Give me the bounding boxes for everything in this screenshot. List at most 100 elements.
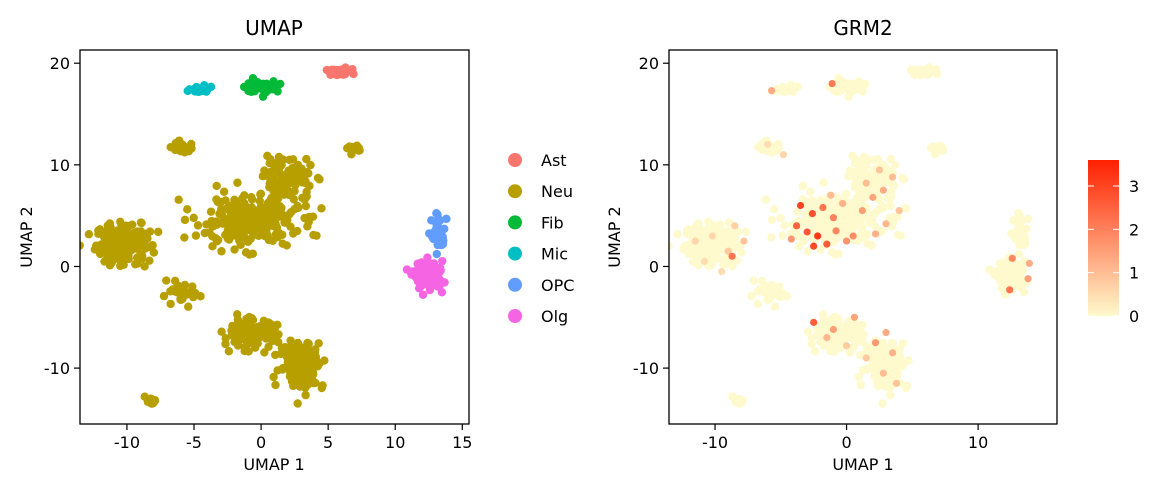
cell-point-neu [233,178,242,187]
cell-point-expressing [823,240,831,248]
cell-point-neu [306,160,315,170]
cell-point-expressing [814,232,822,240]
cell-point-neu [301,373,310,382]
cell-point-unexpressed [842,189,851,198]
cell-point-unexpressed [724,227,733,236]
cell-point-unexpressed [732,242,742,252]
cell-point-neu [200,228,209,238]
cell-point-neu [132,253,142,262]
cell-point-unexpressed [801,209,810,218]
cell-point-neu [189,292,198,302]
cell-point-unexpressed [1020,239,1030,249]
cell-point-neu [180,215,190,225]
x-tick-label: -10 [702,433,728,452]
cell-point-neu [269,202,278,211]
cell-point-unexpressed [803,247,812,256]
cell-point-opc [438,239,448,249]
cell-point-neu [84,230,94,239]
cell-point-expressing [832,227,840,235]
y-tick-label: 10 [639,156,659,175]
cell-point-neu [196,292,205,301]
cell-point-unexpressed [858,366,867,375]
cell-point-neu [282,345,291,354]
cell-point-unexpressed [834,249,843,258]
cell-point-neu [313,362,322,371]
cell-point-olg [422,278,431,288]
cell-point-neu [314,339,323,348]
cell-point-unexpressed [870,155,879,165]
cell-point-unexpressed [830,347,839,356]
cell-point-unexpressed [836,343,846,352]
cell-point-unexpressed [867,215,877,225]
cell-point-unexpressed [890,160,900,170]
cell-point-unexpressed [753,142,763,152]
grm2-plot-frame [668,49,1058,425]
cell-point-expressing [1006,286,1014,294]
cell-point-unexpressed [882,193,892,203]
cell-point-expressing [871,230,880,238]
cell-point-ast [348,65,357,74]
cell-point-expressing [1024,275,1032,283]
cell-point-unexpressed [842,329,852,338]
x-tick-label: 0 [256,433,266,452]
cell-point-unexpressed [776,213,785,223]
cell-point-unexpressed [798,181,808,191]
cell-point-unexpressed [896,352,905,361]
cell-point-neu [285,155,294,165]
y-tick-label: 0 [60,257,70,276]
cell-point-unexpressed [787,228,796,238]
cell-point-unexpressed [883,363,892,373]
cell-point-neu [174,136,184,145]
cell-point-unexpressed [731,397,740,406]
cell-point-neu [230,245,239,254]
cell-point-mic [200,81,209,90]
cell-point-unexpressed [855,164,864,174]
cell-point-unexpressed [837,218,847,227]
cell-point-neu [281,179,290,188]
cell-point-expressing [888,173,897,181]
cell-point-neu [311,352,321,361]
cell-point-unexpressed [767,215,777,225]
cell-point-unexpressed [863,239,872,248]
cell-point-unexpressed [899,175,909,184]
cell-point-expressing [691,237,699,245]
umap-x-axis: -10 -5 0 5 10 15 [114,424,472,452]
legend-key-olg [508,309,522,323]
cell-point-unexpressed [1017,228,1027,237]
cell-point-unexpressed [845,348,854,357]
cell-point-unexpressed [867,345,876,354]
cell-point-fib [244,86,253,96]
cell-point-unexpressed [897,362,907,371]
cell-point-neu [219,187,229,196]
cell-point-unexpressed [886,154,896,164]
legend-label-olg: Olg [541,307,568,326]
cell-point-fib [268,85,278,94]
cell-point-unexpressed [880,382,889,391]
umap-points [80,63,451,408]
cell-point-expressing [731,222,739,230]
cell-point-neu [305,359,314,368]
cell-point-neu [220,218,229,228]
cell-point-neu [224,347,234,356]
cell-point-expressing [875,166,884,174]
legend-key-ast [508,153,522,167]
cell-point-neu [182,290,191,299]
cell-point-olg [433,282,443,291]
cell-point-neu [170,276,180,286]
cell-point-neu [261,214,270,223]
cell-point-neu [128,236,138,245]
cell-point-neu [301,390,310,400]
y-tick-label: 20 [50,54,70,73]
cell-point-neu [268,336,277,346]
cell-point-unexpressed [749,276,758,285]
cell-point-opc [435,228,445,237]
cell-point-olg [418,262,427,272]
cell-point-expressing [888,349,897,357]
cell-point-unexpressed [890,359,899,368]
cell-point-neu [269,208,278,218]
cell-point-unexpressed [816,245,825,254]
grm2-x-axis: -10 0 10 [702,424,988,452]
cell-point-neu [236,240,245,250]
y-tick-label: 20 [639,54,659,73]
cell-point-unexpressed [807,196,816,205]
